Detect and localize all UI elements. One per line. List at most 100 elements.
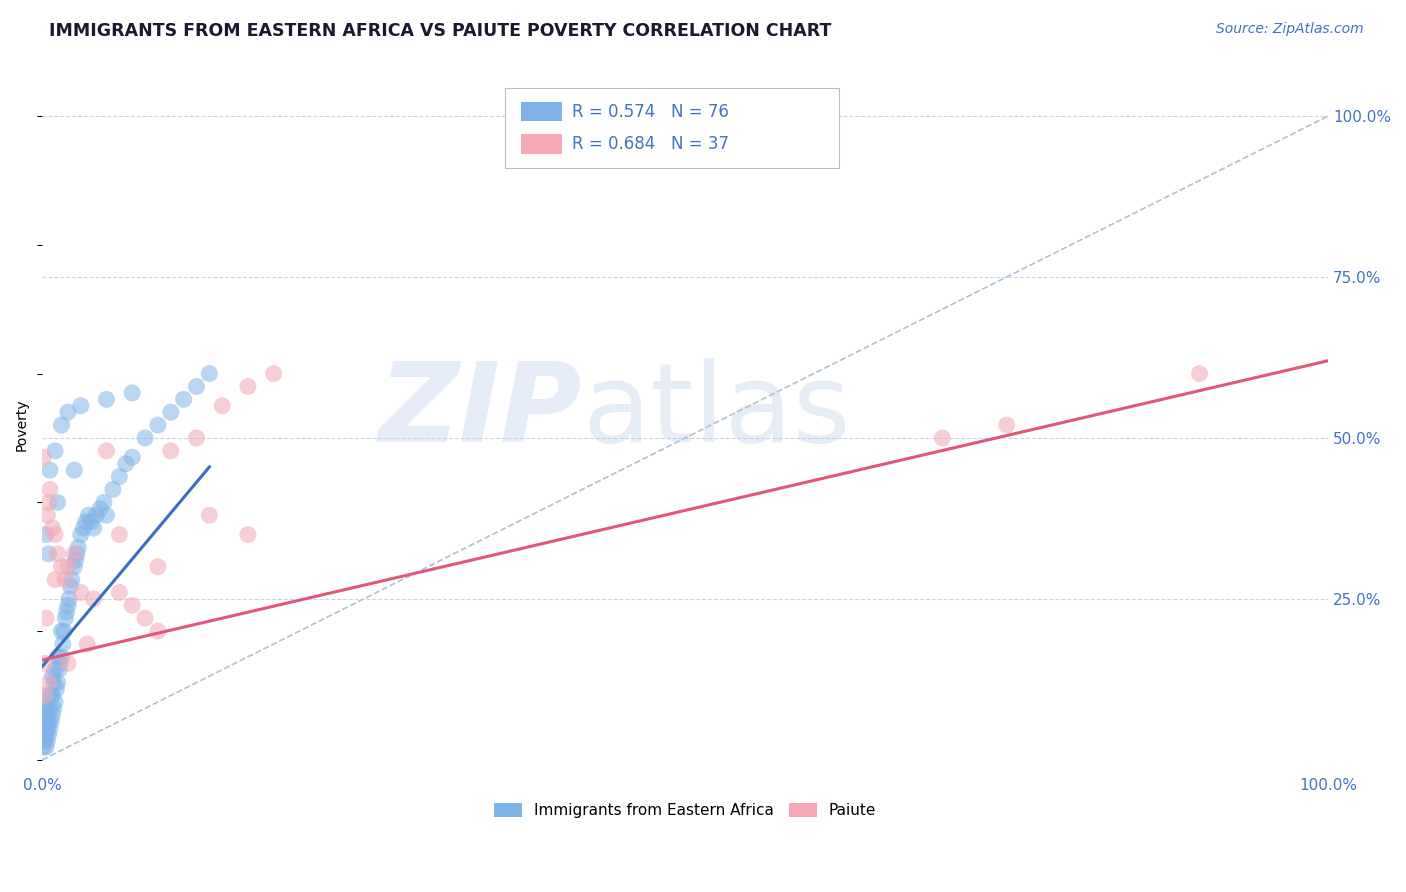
Point (41, 707, 63, 722)
Bar (520, 135, 562, 154)
Y-axis label: Poverty: Poverty (15, 399, 30, 451)
Point (69, 527, 91, 541)
Point (38, 675, 60, 690)
Point (186, 431, 208, 445)
Point (38, 495, 60, 509)
Point (51, 418, 73, 433)
Point (44, 573, 66, 587)
Point (38, 463, 60, 477)
Point (89, 501, 111, 516)
Point (38, 714, 60, 729)
FancyBboxPatch shape (505, 88, 839, 168)
Point (32, 450, 55, 465)
Point (42, 701, 65, 715)
Point (96, 508, 118, 523)
Point (56, 657, 79, 671)
Point (32, 739, 55, 754)
Point (1188, 367, 1211, 381)
Point (51, 624, 73, 639)
Point (159, 405, 181, 419)
Point (53, 573, 76, 587)
Legend: Immigrants from Eastern Africa, Paiute: Immigrants from Eastern Africa, Paiute (488, 797, 882, 824)
Point (46, 649, 69, 664)
Text: Source: ZipAtlas.com: Source: ZipAtlas.com (1216, 22, 1364, 37)
Point (69, 585, 91, 599)
Point (46, 547, 69, 561)
Point (66, 547, 89, 561)
Point (37, 733, 59, 747)
Point (41, 669, 63, 683)
Point (44, 527, 66, 541)
Point (58, 591, 80, 606)
Point (83, 521, 105, 535)
Point (46, 675, 69, 690)
Point (60, 573, 83, 587)
Point (52, 637, 75, 651)
Point (35, 701, 58, 715)
Point (134, 431, 156, 445)
Point (173, 392, 195, 407)
Text: atlas: atlas (582, 358, 851, 465)
Point (35, 739, 58, 754)
Point (198, 367, 221, 381)
Point (146, 418, 169, 433)
Point (101, 483, 124, 497)
Point (134, 611, 156, 625)
Text: ZIP: ZIP (378, 358, 582, 465)
Point (38, 721, 60, 735)
Point (121, 599, 143, 613)
Point (56, 405, 79, 419)
Point (38, 727, 60, 741)
Point (44, 695, 66, 709)
Point (80, 515, 103, 529)
Point (198, 508, 221, 523)
Text: IMMIGRANTS FROM EASTERN AFRICA VS PAIUTE POVERTY CORRELATION CHART: IMMIGRANTS FROM EASTERN AFRICA VS PAIUTE… (49, 22, 831, 40)
Point (45, 681, 67, 696)
Point (41, 689, 63, 703)
Point (56, 599, 79, 613)
Point (39, 689, 62, 703)
Point (67, 541, 90, 555)
Point (108, 585, 131, 599)
Point (63, 547, 86, 561)
Point (42, 675, 65, 690)
Point (63, 559, 86, 574)
Point (38, 547, 60, 561)
Point (931, 431, 953, 445)
Point (108, 527, 131, 541)
Point (83, 591, 105, 606)
Point (46, 495, 69, 509)
Point (51, 649, 73, 664)
Point (995, 418, 1018, 433)
Point (34, 733, 56, 747)
Point (146, 624, 169, 639)
Point (75, 515, 97, 529)
Point (59, 579, 82, 593)
Point (35, 611, 58, 625)
Point (65, 553, 87, 567)
Point (35, 727, 58, 741)
Point (77, 508, 100, 523)
Point (114, 457, 136, 471)
Text: R = 0.684   N = 37: R = 0.684 N = 37 (572, 136, 728, 153)
Point (37, 701, 59, 715)
Text: R = 0.574   N = 76: R = 0.574 N = 76 (572, 103, 728, 120)
Point (39, 714, 62, 729)
Point (37, 721, 59, 735)
Point (236, 527, 259, 541)
Point (76, 637, 98, 651)
Point (96, 443, 118, 458)
Point (35, 714, 58, 729)
Point (96, 392, 118, 407)
Point (38, 701, 60, 715)
Point (44, 443, 66, 458)
Point (236, 379, 259, 393)
Point (37, 508, 59, 523)
Point (34, 689, 56, 703)
Point (41, 521, 63, 535)
Point (44, 663, 66, 677)
Point (63, 463, 86, 477)
Point (93, 495, 115, 509)
Point (34, 707, 56, 722)
Point (34, 657, 56, 671)
